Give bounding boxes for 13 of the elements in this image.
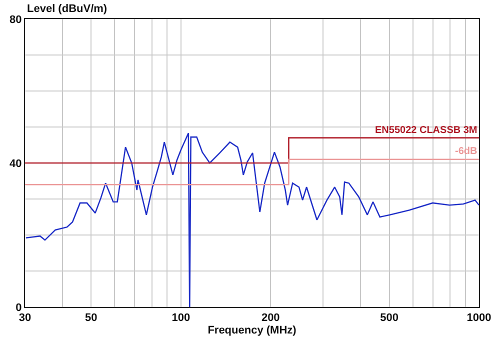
series-label: EN55022 CLASSB 3M — [375, 125, 478, 136]
x-tick-label: 500 — [380, 312, 398, 324]
x-tick-label: 100 — [172, 312, 190, 324]
y-tick-label: 40 — [10, 158, 22, 170]
x-tick-label: 30 — [18, 312, 32, 324]
x-tick-label: 1000 — [466, 312, 492, 324]
y-tick-label: 80 — [10, 14, 22, 26]
x-axis-title: Frequency (MHz) — [208, 324, 297, 336]
y-tick-label: 0 — [16, 302, 22, 314]
series-label: -6dB — [455, 146, 478, 157]
x-tick-label: 200 — [261, 312, 280, 324]
y-axis-title: Level (dBuV/m) — [27, 3, 108, 15]
x-tick-label: 50 — [85, 312, 98, 324]
